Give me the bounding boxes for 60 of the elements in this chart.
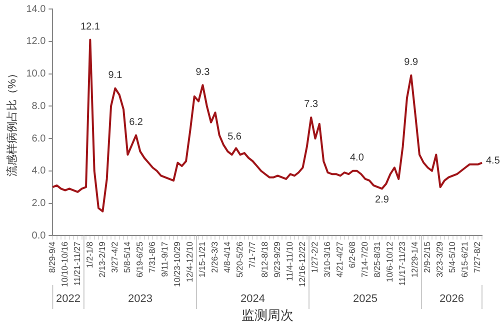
x-tick-label: 10/23-10/29 [172, 241, 182, 288]
x-tick-label: 7/27-8/2 [472, 241, 482, 273]
x-tick-label: 3/27-4/2 [110, 241, 120, 273]
y-tick-label: 8.0 [32, 100, 46, 112]
x-tick-label: 11/21-11/27 [72, 241, 82, 286]
x-tick-label: 2/9-2/15 [422, 241, 432, 273]
x-tick-label: 8/29-9/4 [47, 241, 58, 273]
text: 2026 [440, 293, 464, 306]
y-tick-label: 14.0 [26, 4, 46, 15]
data-label: 2.9 [375, 194, 390, 206]
text: 2024 [240, 293, 265, 306]
x-tick-label: 7/31-8/6 [147, 241, 158, 273]
x-tick-label: 12/4-12/10 [184, 241, 195, 282]
y-tick-label: 12.0 [26, 36, 46, 48]
x-tick-label: 6/19-6/25 [134, 241, 145, 278]
y-tick-label: 6.0 [32, 133, 46, 144]
x-tick-label: 2/13-2/19 [97, 241, 108, 278]
x-tick-label: 4/21-4/27 [334, 241, 345, 278]
y-tick-label: 2.0 [32, 198, 46, 210]
x-tick-label: 10/6-10/12 [384, 241, 395, 282]
x-tick-label: 1/15-1/21 [197, 241, 208, 278]
x-tick-label: 4/8-4/14 [222, 241, 232, 273]
data-label: 9.9 [404, 57, 419, 68]
x-tick-label: 7/1-7/7 [247, 241, 258, 268]
x-tick-label: 11/17-11/23 [397, 241, 408, 286]
x-tick-label: 8/25-8/31 [372, 241, 382, 278]
x-tick-label: 5/8-5/14 [122, 241, 132, 273]
data-label: 9.3 [196, 66, 210, 78]
data-label: 5.6 [228, 132, 242, 143]
x-tick-label: 6/15-6/21 [460, 241, 470, 278]
x-axis-title: 监测周次 [241, 308, 294, 323]
text: 2022 [56, 293, 81, 306]
text: 2025 [353, 293, 378, 306]
y-tick-label: 0.0 [32, 230, 46, 242]
x-tick-label: 2/26-3/3 [210, 241, 220, 273]
x-tick-label: 3/10-3/16 [322, 241, 332, 278]
x-tick-label: 1/27-2/2 [310, 241, 320, 273]
x-tick-label: 5/20-5/26 [234, 241, 245, 278]
x-tick-label: 7/14-7/20 [360, 241, 370, 278]
x-tick-label: 12/16-12/22 [297, 241, 308, 288]
data-label: 4.0 [350, 152, 364, 164]
x-tick-label: 5/4-5/10 [447, 241, 458, 273]
y-axis-title: 流感样病例占比（%） [6, 68, 19, 177]
data-label: 6.2 [129, 117, 144, 128]
x-tick-label: 8/12-8/18 [260, 241, 270, 278]
x-tick-label: 6/2-6/8 [347, 241, 358, 268]
text: 2023 [128, 293, 152, 306]
x-tick-label: 12/29-1/4 [410, 241, 420, 278]
x-tick-label: 10/10-10/16 [60, 241, 70, 288]
x-tick-label: 1/2-1/8 [84, 241, 95, 268]
x-tick-label: 9/23-9/29 [272, 241, 282, 278]
data-label: 12.1 [80, 22, 100, 33]
data-label: 7.3 [304, 99, 318, 110]
data-label: 9.1 [108, 70, 123, 82]
data-label: 4.5 [486, 156, 500, 167]
x-tick-label: 9/11-9/17 [160, 241, 170, 277]
y-tick-label: 10.0 [26, 68, 46, 80]
y-tick-label: 4.0 [32, 166, 46, 177]
x-tick-label: 11/4-11/10 [284, 241, 295, 282]
x-tick-label: 3/23-3/29 [434, 241, 445, 278]
